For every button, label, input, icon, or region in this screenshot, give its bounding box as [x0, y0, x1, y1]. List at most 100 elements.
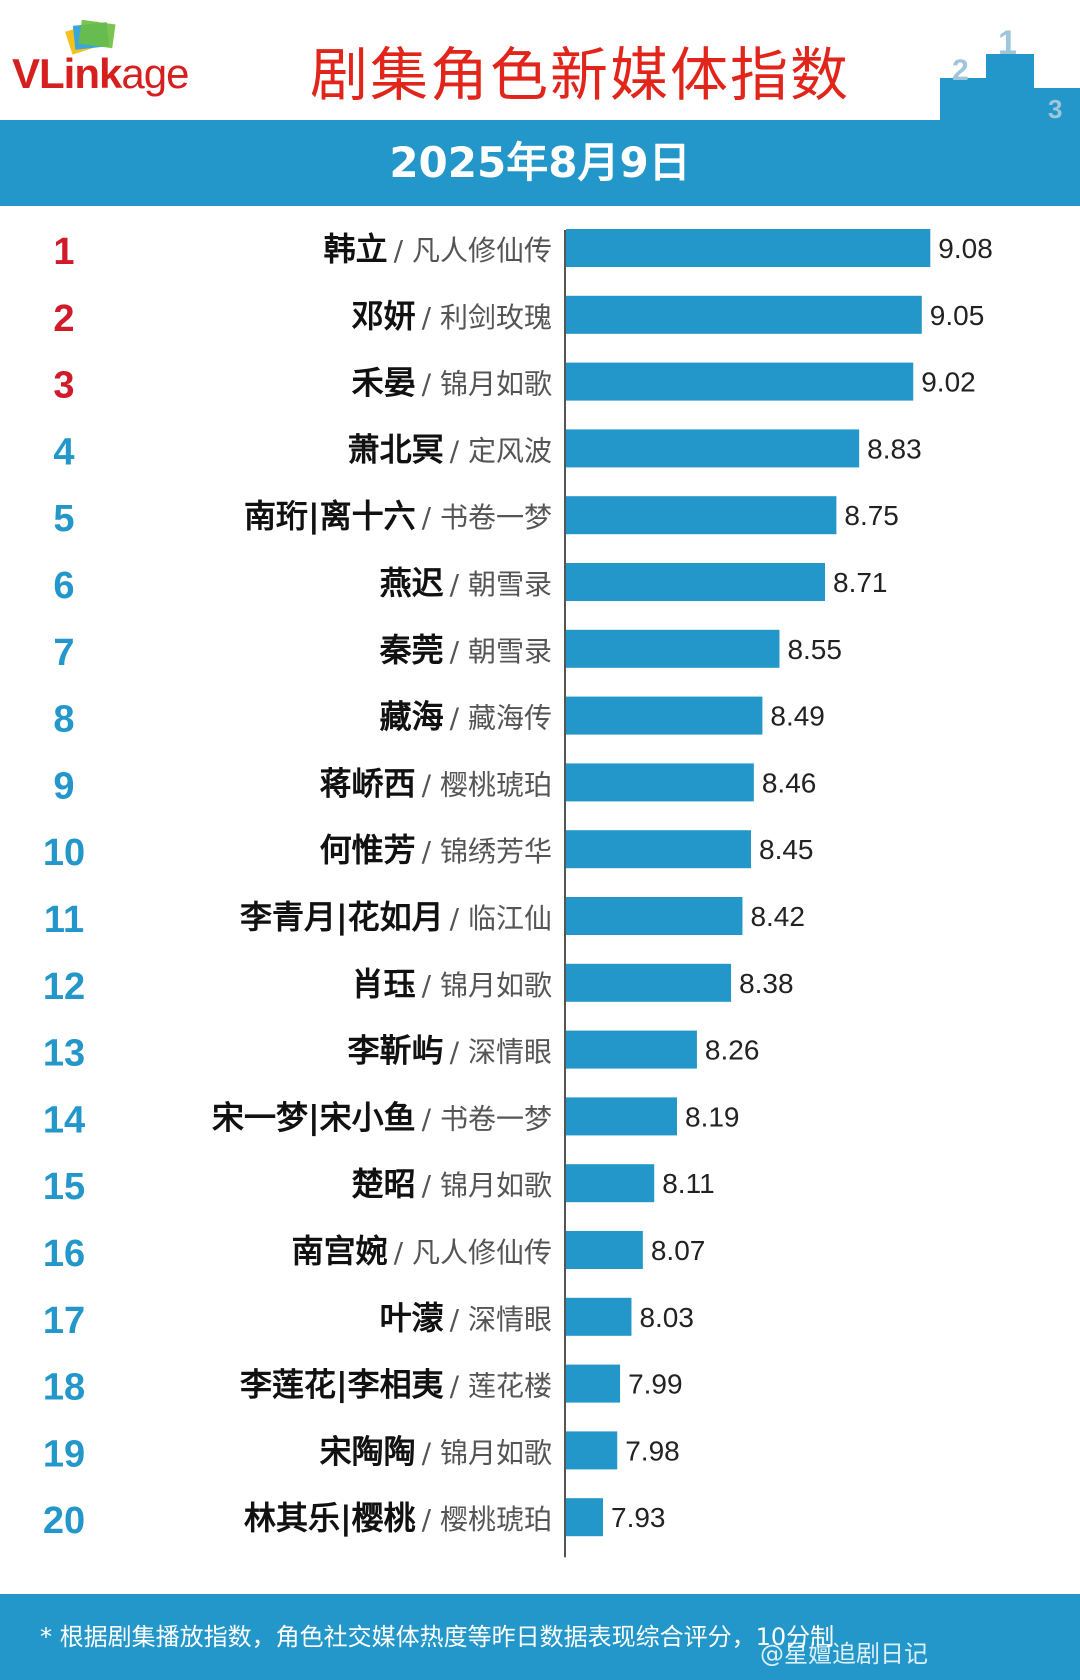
bar-row: 5 南珩|离十六 / 书卷一梦 8.75 — [53, 496, 899, 540]
rank-label: 10 — [43, 832, 85, 874]
bar-row: 15 楚昭 / 锦月如歌 8.11 — [43, 1164, 715, 1208]
rank-label: 13 — [43, 1033, 85, 1075]
bar — [566, 429, 860, 468]
character-name: 燕迟 — [380, 564, 444, 602]
data-label: 8.75 — [844, 500, 899, 531]
bar-row: 6 燕迟 / 朝雪录 8.71 — [53, 563, 888, 607]
bar-row: 11 李青月|花如月 / 临江仙 8.42 — [44, 897, 805, 941]
bar-row: 9 蒋峤西 / 樱桃琥珀 8.46 — [53, 763, 816, 807]
drama-name: / 凡人修仙传 — [394, 234, 552, 267]
rank-label: 5 — [53, 498, 74, 540]
category-label: 蒋峤西 / 樱桃琥珀 — [320, 764, 552, 802]
character-name: 秦莞 — [379, 631, 444, 669]
drama-name: / 樱桃琥珀 — [422, 768, 552, 801]
vlinkage-logo: VLinkage — [12, 19, 242, 110]
character-name: 蒋峤西 — [320, 764, 416, 802]
character-name: 韩立 — [324, 230, 388, 268]
character-name: 萧北冥 — [348, 430, 444, 468]
bar — [566, 696, 763, 735]
rank-label: 2 — [53, 298, 74, 340]
bar-row: 14 宋一梦|宋小鱼 / 书卷一梦 8.19 — [43, 1097, 740, 1141]
rank-label: 18 — [43, 1367, 85, 1409]
character-name: 李莲花|李相夷 — [240, 1366, 444, 1405]
bar-row: 3 禾晏 / 锦月如歌 9.02 — [53, 362, 976, 407]
category-label: 李靳屿 / 深情眼 — [348, 1032, 552, 1070]
bar — [566, 897, 743, 935]
watermark: @星嬗追剧日记 — [760, 1640, 928, 1668]
svg-text:1: 1 — [998, 24, 1017, 62]
category-label: 宋一梦|宋小鱼 / 书卷一梦 — [212, 1098, 552, 1137]
character-name: 南珩|离十六 — [244, 497, 416, 536]
character-name: 邓妍 — [352, 297, 416, 335]
svg-text:2: 2 — [952, 54, 969, 87]
character-name: 藏海 — [380, 698, 444, 736]
bar-row: 20 林其乐|樱桃 / 樱桃琥珀 7.93 — [43, 1498, 666, 1542]
bar — [566, 362, 914, 401]
data-label: 9.02 — [921, 367, 976, 398]
drama-name: / 朝雪录 — [450, 568, 552, 601]
data-label: 8.46 — [762, 767, 817, 798]
rank-label: 14 — [43, 1099, 85, 1141]
drama-name: / 锦月如歌 — [422, 969, 552, 1002]
category-label: 肖珏 / 锦月如歌 — [352, 965, 552, 1003]
category-label: 南宫婉 / 凡人修仙传 — [292, 1232, 552, 1270]
logo-suffix: age — [121, 50, 189, 97]
drama-name: / 朝雪录 — [450, 635, 552, 668]
character-name: 楚昭 — [352, 1165, 416, 1203]
rank-label: 3 — [53, 365, 74, 407]
drama-name: / 临江仙 — [450, 902, 552, 935]
podium-icon: 2 1 3 — [940, 24, 1080, 120]
bar — [566, 1498, 603, 1537]
bar — [566, 1231, 643, 1269]
drama-name: / 锦月如歌 — [422, 1169, 552, 1202]
drama-name: / 书卷一梦 — [422, 501, 552, 534]
data-label: 7.99 — [628, 1369, 683, 1400]
bar-row: 19 宋陶陶 / 锦月如歌 7.98 — [43, 1431, 680, 1475]
header: VLinkage 剧集角色新媒体指数 2 1 3 — [0, 0, 1080, 120]
bar-row: 13 李靳屿 / 深情眼 8.26 — [43, 1030, 760, 1075]
rank-label: 6 — [53, 565, 74, 607]
drama-name: / 深情眼 — [450, 1303, 552, 1336]
category-label: 南珩|离十六 / 书卷一梦 — [244, 497, 552, 536]
drama-name: / 锦绣芳华 — [422, 835, 552, 868]
category-label: 邓妍 / 利剑玫瑰 — [352, 297, 552, 335]
character-name: 肖珏 — [352, 965, 416, 1003]
data-label: 8.26 — [705, 1035, 760, 1066]
bar — [566, 1431, 618, 1470]
bar-row: 2 邓妍 / 利剑玫瑰 9.05 — [53, 295, 984, 340]
data-label: 8.83 — [867, 433, 922, 464]
drama-name: / 藏海传 — [450, 702, 552, 735]
character-name: 南宫婉 — [292, 1232, 388, 1270]
bar-row: 18 李莲花|李相夷 / 莲花楼 7.99 — [43, 1364, 683, 1409]
category-label: 何惟芳 / 锦绣芳华 — [320, 831, 552, 869]
data-label: 8.03 — [639, 1302, 694, 1333]
data-label: 7.98 — [625, 1435, 680, 1466]
category-label: 韩立 / 凡人修仙传 — [324, 230, 552, 268]
character-name: 叶濛 — [380, 1299, 444, 1337]
bar-row: 8 藏海 / 藏海传 8.49 — [53, 696, 825, 741]
rank-label: 11 — [44, 899, 84, 941]
date-banner: 2025年8月9日 — [0, 120, 1080, 206]
character-name: 李青月|花如月 — [240, 898, 444, 937]
category-label: 萧北冥 / 定风波 — [348, 430, 552, 468]
category-label: 宋陶陶 / 锦月如歌 — [320, 1432, 552, 1470]
drama-name: / 樱桃琥珀 — [422, 1503, 552, 1536]
rank-label: 15 — [43, 1166, 85, 1208]
chart-date: 2025年8月9日 — [389, 138, 691, 187]
bar — [566, 295, 922, 334]
footer-banner: * 根据剧集播放指数，角色社交媒体热度等昨日数据表现综合评分，10分制 — [0, 1594, 1080, 1680]
data-label: 8.71 — [833, 567, 888, 598]
drama-name: / 定风波 — [450, 434, 552, 467]
drama-name: / 书卷一梦 — [422, 1102, 552, 1135]
category-label: 楚昭 / 锦月如歌 — [352, 1165, 552, 1203]
data-label: 8.45 — [759, 834, 814, 865]
bar — [566, 1164, 655, 1203]
character-name: 李靳屿 — [348, 1032, 444, 1070]
rank-label: 20 — [43, 1500, 85, 1542]
rank-label: 12 — [43, 966, 85, 1008]
data-label: 9.08 — [938, 233, 993, 264]
character-name: 禾晏 — [352, 364, 416, 402]
category-label: 禾晏 / 锦月如歌 — [352, 364, 552, 402]
bar — [566, 496, 837, 535]
svg-text:3: 3 — [1048, 94, 1062, 120]
